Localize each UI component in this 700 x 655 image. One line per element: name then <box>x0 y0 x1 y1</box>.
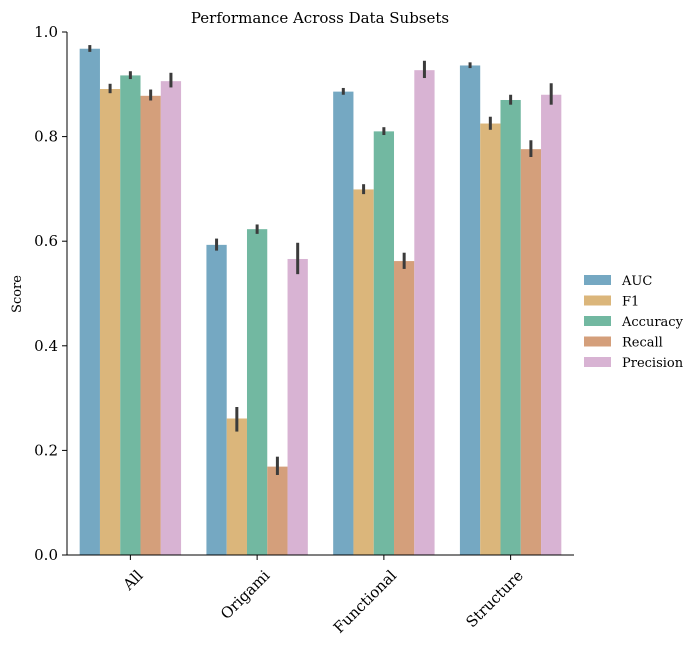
legend-swatch-accuracy <box>584 316 611 326</box>
bar-precision-functional <box>414 70 435 555</box>
y-tick-label: 1.0 <box>34 23 58 41</box>
bar-accuracy-all <box>120 75 141 555</box>
legend-swatch-precision <box>584 357 611 367</box>
legend-label-f1: F1 <box>622 295 639 310</box>
y-tick-label: 0.6 <box>34 232 58 250</box>
bar-auc-origami <box>206 244 227 555</box>
bar-precision-origami <box>287 258 308 555</box>
bar-f1-functional <box>353 189 374 555</box>
bar-auc-functional <box>333 91 354 555</box>
chart-title: Performance Across Data Subsets <box>191 9 449 27</box>
legend-label-accuracy: Accuracy <box>621 315 684 330</box>
legend: AUC F1 Accuracy Recall Precision <box>584 274 684 371</box>
y-tick-label: 0.0 <box>34 546 58 564</box>
error-bars-group <box>88 45 553 475</box>
x-axis: All Origami Functional Structure <box>67 554 574 637</box>
bar-accuracy-origami <box>246 229 268 555</box>
y-tick-label: 0.8 <box>34 128 58 146</box>
bar-auc-all <box>79 48 100 556</box>
legend-label-auc: AUC <box>621 274 652 289</box>
bar-recall-functional <box>394 261 415 555</box>
bar-accuracy-functional <box>373 131 395 555</box>
legend-swatch-auc <box>584 275 611 285</box>
x-tick-label-structure: Structure <box>462 566 527 631</box>
y-axis-label: Score <box>10 275 25 313</box>
bar-auc-structure <box>459 65 481 556</box>
x-tick-label-functional: Functional <box>330 566 400 636</box>
bar-recall-origami <box>267 466 288 555</box>
bar-f1-all <box>99 89 121 555</box>
bars-group <box>79 48 562 556</box>
legend-swatch-f1 <box>584 295 611 306</box>
legend-label-precision: Precision <box>622 356 684 371</box>
legend-label-recall: Recall <box>622 336 663 351</box>
bar-precision-all <box>160 81 182 556</box>
x-tick-label-origami: Origami <box>217 566 274 623</box>
bar-f1-origami <box>226 418 247 555</box>
bar-recall-structure <box>520 149 542 556</box>
x-tick-label-all: All <box>119 566 147 594</box>
bar-precision-structure <box>541 94 562 555</box>
legend-swatch-recall <box>584 336 611 347</box>
y-axis: 0.0 0.2 0.4 0.6 0.8 1.0 <box>34 23 68 564</box>
y-tick-label: 0.4 <box>34 337 58 355</box>
y-tick-label: 0.2 <box>34 441 58 459</box>
bar-accuracy-structure <box>500 99 521 556</box>
bar-recall-all <box>140 95 161 555</box>
bar-f1-structure <box>480 123 501 556</box>
